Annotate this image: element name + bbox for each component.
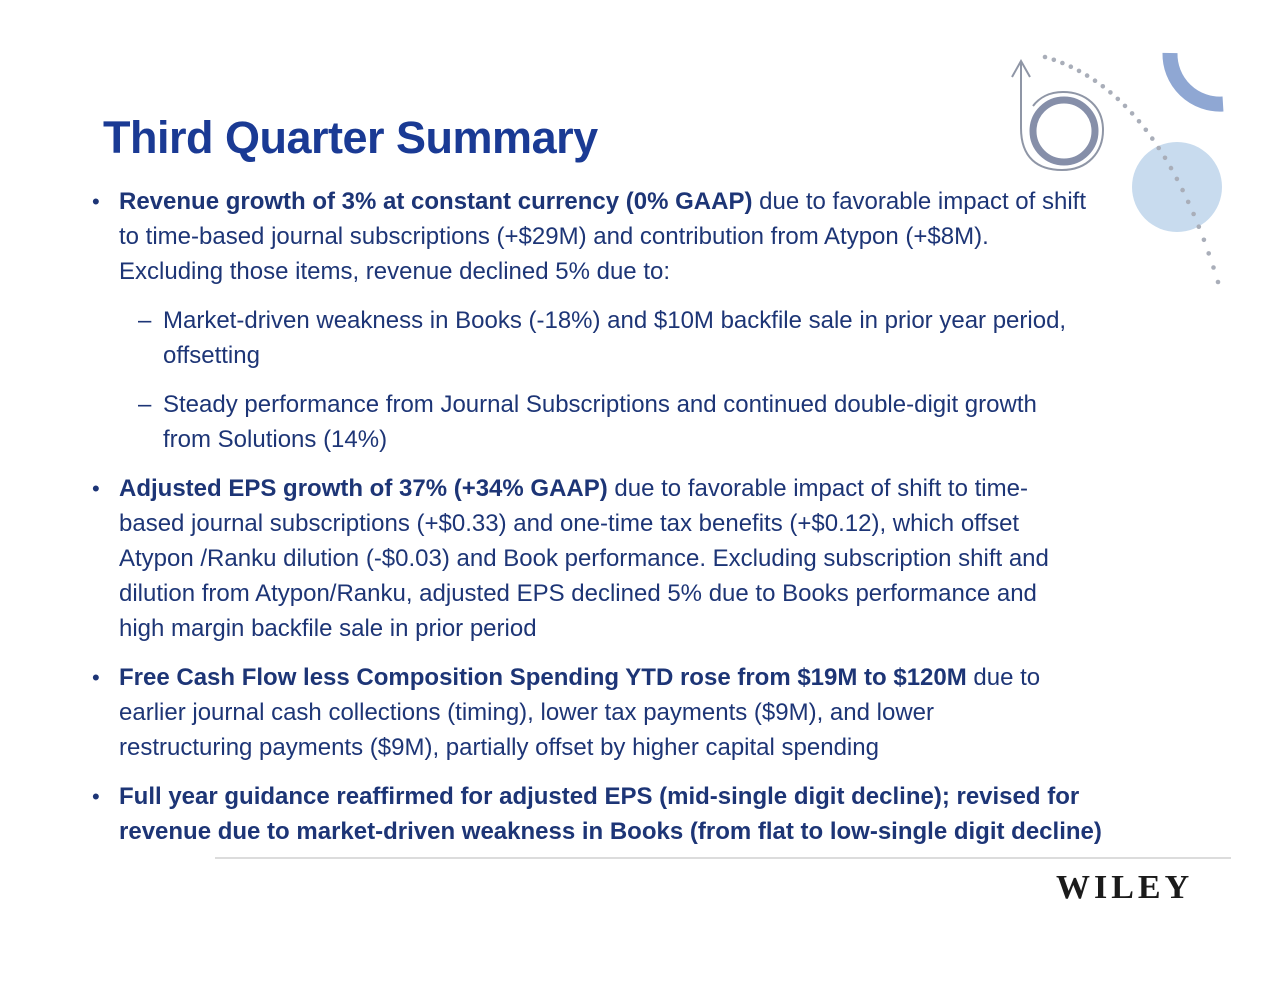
bullet-text: due to favorable impact of shift to time…	[119, 475, 1049, 642]
bullet-marker: –	[138, 307, 152, 334]
bullet-text: due to favorable impact of shift to time…	[119, 188, 1086, 285]
sub-bullet-item: – Market-driven weakness in Books (-18%) …	[92, 303, 1212, 373]
up-arrow-spiral-icon	[1011, 58, 1105, 172]
bullet-list: • Revenue growth of 3% at constant curren…	[92, 184, 1212, 863]
bullet-text-bold: Adjusted EPS growth of 37% (+34% GAAP)	[119, 475, 608, 502]
bullet-text-bold: Free Cash Flow less Composition Spending…	[119, 664, 967, 691]
bullet-text-bold: Revenue growth of 3% at constant currenc…	[119, 188, 753, 215]
bullet-text: Steady performance from Journal Subscrip…	[163, 391, 1037, 453]
bullet-text: due to earlier journal cash collections …	[119, 664, 1041, 761]
wiley-logo: WILEY	[1056, 869, 1194, 906]
bullet-item: • Full year guidance reaffirmed for adjus…	[92, 779, 1212, 849]
bullet-marker: •	[92, 784, 100, 809]
bullet-marker: •	[92, 665, 100, 690]
bullet-marker: •	[92, 189, 100, 214]
slide-title: Third Quarter Summary	[103, 112, 598, 163]
bullet-marker: –	[138, 391, 152, 418]
bullet-text-bold: Full year guidance reaffirmed for adjust…	[119, 783, 1102, 845]
bullet-item: • Adjusted EPS growth of 37% (+34% GAAP) …	[92, 471, 1212, 646]
bullet-item: • Revenue growth of 3% at constant curren…	[92, 184, 1212, 289]
sub-bullet-item: – Steady performance from Journal Subscri…	[92, 387, 1212, 457]
bullet-item: • Free Cash Flow less Composition Spendin…	[92, 660, 1212, 765]
bullet-text: Market-driven weakness in Books (-18%) a…	[163, 307, 1067, 369]
footer-divider	[215, 857, 1231, 859]
bullet-marker: •	[92, 476, 100, 501]
arc-accent-icon	[1162, 52, 1224, 112]
